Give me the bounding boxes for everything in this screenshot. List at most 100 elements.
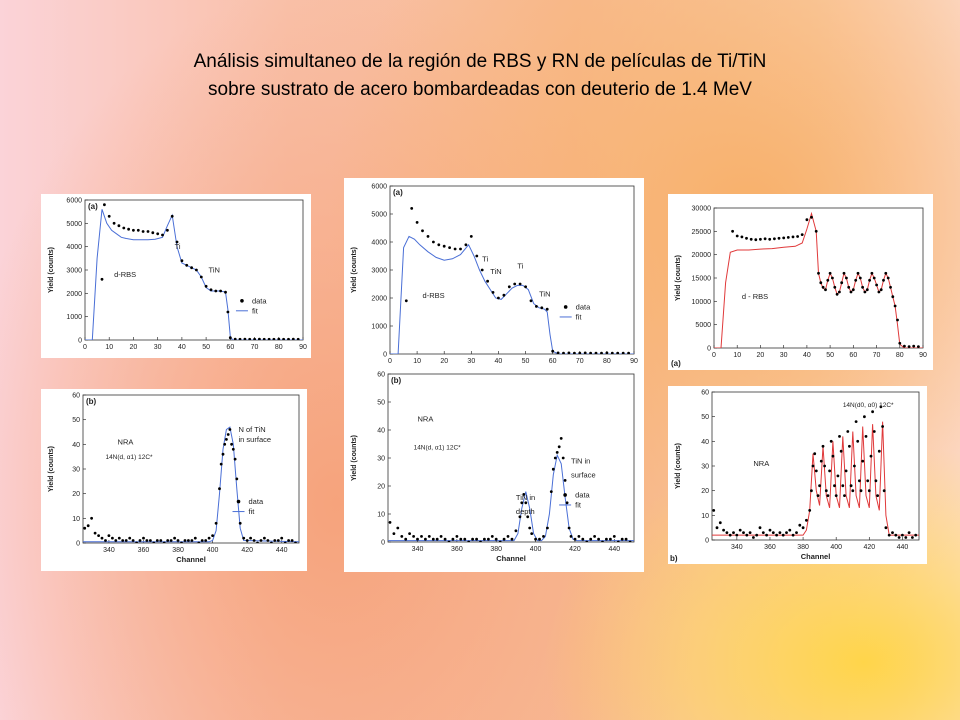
panel-label: (a): [393, 188, 403, 197]
data-point: [242, 536, 246, 540]
fit-series-line: [712, 421, 919, 536]
data-point: [914, 533, 918, 537]
data-point: [829, 439, 833, 443]
data-point: [131, 539, 135, 542]
data-point: [233, 457, 237, 461]
data-point: [467, 540, 471, 542]
x-tick-label: 360: [451, 546, 463, 553]
data-point: [718, 521, 722, 525]
y-tick-label: 30: [701, 464, 709, 471]
x-tick-label: 90: [919, 352, 927, 359]
legend-data-label: data: [575, 490, 590, 499]
fit-series-line: [714, 211, 923, 348]
data-point: [861, 459, 865, 463]
data-point: [821, 285, 825, 289]
data-point: [142, 536, 145, 540]
data-point: [235, 477, 239, 481]
data-point: [833, 285, 837, 289]
data-point: [187, 539, 190, 542]
data-point: [287, 337, 290, 340]
data-point: [871, 410, 874, 414]
data-point: [597, 537, 600, 541]
data-point: [759, 237, 762, 241]
data-point: [112, 221, 116, 225]
data-point: [151, 231, 155, 235]
y-tick-label: 20: [72, 491, 80, 498]
y-tick-label: 1000: [66, 314, 82, 321]
data-point: [748, 531, 752, 534]
x-tick-label: 400: [207, 547, 219, 554]
x-tick-label: 40: [495, 358, 503, 365]
data-point: [195, 268, 198, 272]
data-point: [190, 266, 194, 270]
data-point: [817, 271, 820, 275]
data-point: [858, 276, 862, 280]
data-point: [771, 531, 775, 534]
data-point: [725, 531, 729, 534]
data-point: [870, 271, 874, 275]
data-point: [752, 536, 755, 539]
data-point: [104, 539, 107, 542]
annotation-label: TiN: [539, 290, 550, 299]
data-point: [122, 226, 126, 230]
data-point: [865, 288, 869, 292]
data-point: [735, 533, 739, 537]
data-point: [166, 228, 169, 232]
data-point: [540, 306, 544, 310]
y-tick-label: 50: [72, 417, 80, 424]
data-point: [245, 539, 249, 542]
x-tick-label: 440: [608, 546, 620, 553]
data-point: [811, 464, 815, 468]
y-tick-label: 2000: [371, 296, 387, 303]
data-point: [404, 299, 408, 303]
data-point: [781, 533, 785, 537]
data-point: [838, 435, 841, 438]
x-tick-label: 340: [412, 546, 424, 553]
data-point: [262, 337, 266, 340]
x-tick-label: 40: [178, 344, 186, 351]
data-point: [226, 433, 230, 436]
data-point: [581, 537, 585, 541]
chart-center-top: 0 10 20 30 40 50 60 70 80 90 0 1000 2000 3000 4000 5000…: [351, 184, 638, 366]
chart-panel-center-bottom: 340 360 380 400 420 440 0 10 20 30 40 50 60 Yield (co…: [344, 368, 644, 572]
y-tick-label: 25000: [692, 229, 712, 236]
y-tick-label: 0: [707, 346, 711, 353]
x-tick-label: 360: [764, 544, 776, 551]
legend-fit-label: fit: [249, 507, 256, 516]
data-point: [296, 337, 300, 340]
data-point: [561, 456, 565, 460]
data-point: [872, 430, 876, 433]
chart-panel-right-top: 0 10 20 30 40 50 60 70 80 90 0 5000 10000 15000 20000 2…: [668, 194, 933, 370]
data-point: [616, 351, 620, 354]
x-tick-label: 380: [797, 544, 809, 551]
data-point: [259, 539, 263, 542]
data-point: [471, 537, 474, 541]
data-point: [864, 435, 868, 438]
data-point: [559, 437, 563, 440]
y-tick-label: 5000: [371, 212, 387, 219]
data-point: [903, 344, 906, 348]
y-axis-label: Yield (counts): [675, 443, 682, 489]
data-point: [124, 539, 128, 542]
data-point: [881, 425, 884, 428]
data-point: [879, 405, 883, 409]
data-point: [846, 430, 850, 433]
data-point: [475, 254, 479, 258]
data-point: [813, 452, 817, 456]
data-point: [791, 533, 795, 537]
data-point: [427, 535, 431, 538]
data-point: [199, 275, 203, 279]
data-point: [149, 539, 152, 542]
data-point: [270, 541, 273, 543]
data-point: [439, 535, 443, 538]
data-point: [907, 531, 911, 534]
x-tick-label: 360: [138, 547, 150, 554]
data-point: [107, 214, 111, 218]
data-point: [722, 528, 725, 532]
data-point: [805, 518, 808, 522]
plot-frame: [389, 185, 635, 355]
data-point: [765, 533, 768, 537]
data-point: [451, 537, 455, 541]
y-tick-label: 30: [72, 467, 80, 474]
data-point: [834, 494, 838, 497]
